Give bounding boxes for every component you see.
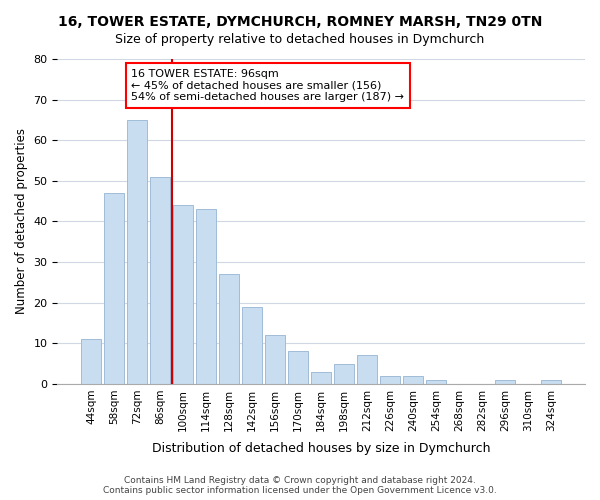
Bar [334,364,354,384]
Text: Contains HM Land Registry data © Crown copyright and database right 2024.
Contai: Contains HM Land Registry data © Crown c… [103,476,497,495]
Bar [265,335,285,384]
Bar [196,210,216,384]
Bar [311,372,331,384]
Bar [358,356,377,384]
Bar [151,177,170,384]
Bar [82,339,101,384]
Bar [496,380,515,384]
Bar [242,306,262,384]
Bar [427,380,446,384]
Bar [104,193,124,384]
Bar [403,376,423,384]
Bar [173,205,193,384]
Bar [380,376,400,384]
X-axis label: Distribution of detached houses by size in Dymchurch: Distribution of detached houses by size … [152,442,490,455]
Bar [127,120,147,384]
Text: 16 TOWER ESTATE: 96sqm
← 45% of detached houses are smaller (156)
54% of semi-de: 16 TOWER ESTATE: 96sqm ← 45% of detached… [131,68,404,102]
Y-axis label: Number of detached properties: Number of detached properties [15,128,28,314]
Bar [541,380,561,384]
Text: 16, TOWER ESTATE, DYMCHURCH, ROMNEY MARSH, TN29 0TN: 16, TOWER ESTATE, DYMCHURCH, ROMNEY MARS… [58,15,542,29]
Bar [220,274,239,384]
Text: Size of property relative to detached houses in Dymchurch: Size of property relative to detached ho… [115,32,485,46]
Bar [289,352,308,384]
